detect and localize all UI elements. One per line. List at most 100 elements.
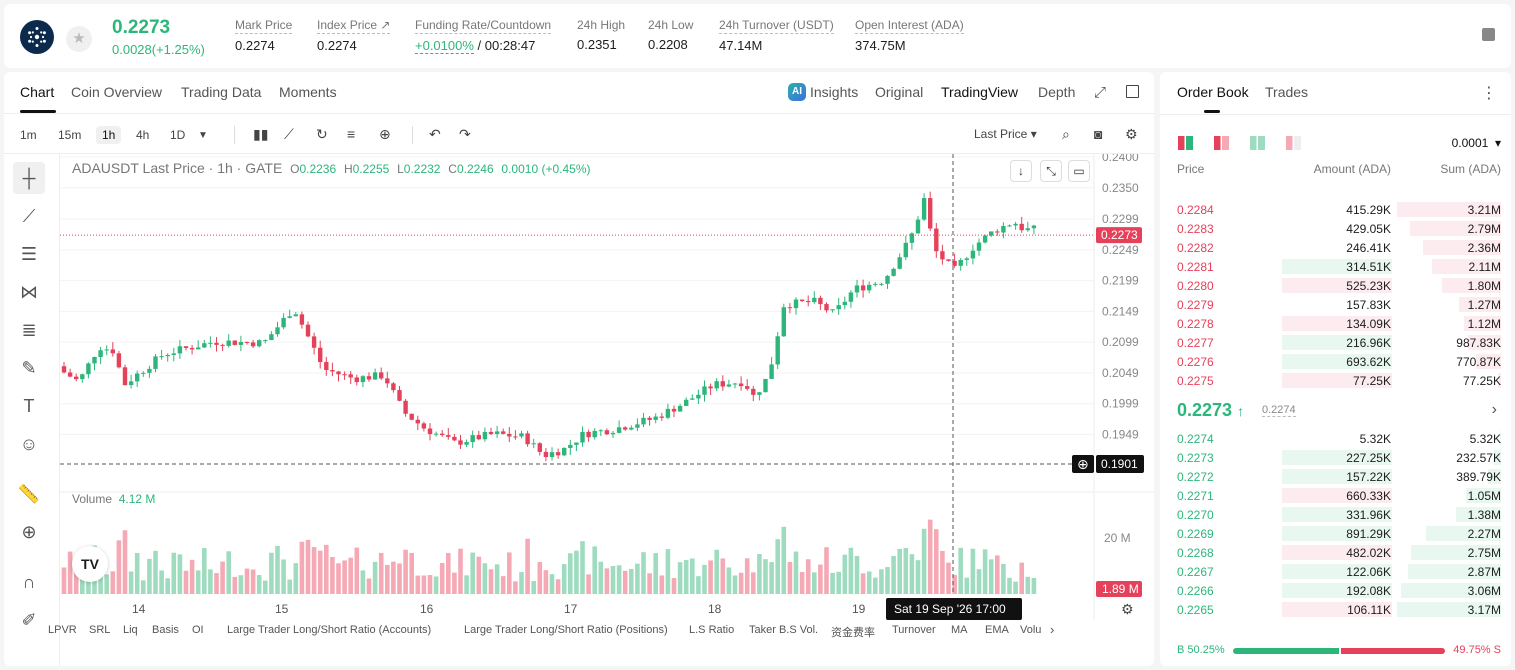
tab-trades[interactable]: Trades xyxy=(1265,84,1309,100)
view-both-icon[interactable] xyxy=(1178,136,1193,150)
trend-line-tool-icon[interactable]: ⟋ xyxy=(22,206,36,226)
indicators-icon[interactable]: ⟋ xyxy=(284,126,294,142)
funding-rate-value[interactable]: +0.0100% xyxy=(415,38,474,54)
ask-row[interactable]: 0.2282 246.41K 2.36M xyxy=(1160,238,1511,257)
tab-chart[interactable]: Chart xyxy=(20,84,55,100)
ask-row[interactable]: 0.2275 77.25K 77.25K xyxy=(1160,371,1511,390)
indicator-item[interactable]: Taker B.S Vol. xyxy=(749,624,819,636)
tab-moments[interactable]: Moments xyxy=(279,84,337,100)
emoji-tool-icon[interactable]: ☺ xyxy=(19,434,39,454)
indicator-item[interactable]: Large Trader Long/Short Ratio (Accounts) xyxy=(227,624,432,636)
arrow-down-icon[interactable]: ↓ xyxy=(1010,160,1032,182)
bid-row[interactable]: 0.2266 192.08K 3.06M xyxy=(1160,581,1511,600)
ruler-tool-icon[interactable]: 📏 xyxy=(17,484,41,504)
indicator-item[interactable]: L.S Ratio xyxy=(689,624,735,636)
bid-row[interactable]: 0.2274 5.32K 5.32K xyxy=(1160,429,1511,448)
bid-row[interactable]: 0.2273 227.25K 232.57K xyxy=(1160,448,1511,467)
book-icon[interactable] xyxy=(1482,28,1495,41)
bid-row[interactable]: 0.2265 106.11K 3.17M xyxy=(1160,600,1511,619)
view-asks-icon[interactable] xyxy=(1214,136,1229,150)
pattern-tool-icon[interactable]: ⋈ xyxy=(20,282,38,302)
indicator-item[interactable]: Liq xyxy=(123,624,138,636)
interval-dropdown-icon[interactable]: ▼ xyxy=(198,130,208,141)
candle-type-icon[interactable]: ▮▮ xyxy=(253,126,269,142)
fib-tool-icon[interactable]: ≣ xyxy=(21,320,37,340)
tab-order-book[interactable]: Order Book xyxy=(1177,84,1249,100)
indicator-item[interactable]: EMA xyxy=(985,624,1009,636)
indicator-item[interactable]: SRL xyxy=(89,624,111,636)
text-tool-icon[interactable]: T xyxy=(23,396,35,416)
bid-row[interactable]: 0.2270 331.96K 1.38M xyxy=(1160,505,1511,524)
replay-icon[interactable]: ↻ xyxy=(316,126,328,142)
indicator-item[interactable]: LPVR xyxy=(48,624,77,636)
interval-1h[interactable]: 1h xyxy=(96,126,122,144)
indicator-item[interactable]: Turnover xyxy=(892,624,936,636)
ai-insights-icon[interactable]: AI xyxy=(788,83,806,101)
window-icon[interactable] xyxy=(1126,85,1139,98)
ask-row[interactable]: 0.2277 216.96K 987.83K xyxy=(1160,333,1511,352)
stat-label[interactable]: Index Price ↗ xyxy=(317,18,391,34)
tab-depth[interactable]: Depth xyxy=(1038,84,1076,100)
interval-4h[interactable]: 4h xyxy=(136,128,150,142)
chart-area[interactable]: 0.2400 0.2350 0.2299 0.2249 0.2199 0.2149 0.20… xyxy=(60,154,1154,666)
stat-label[interactable]: 24h Turnover (USDT) xyxy=(719,18,834,34)
chevron-right-icon[interactable]: › xyxy=(1491,401,1497,418)
search-icon[interactable]: ⌕ xyxy=(1062,126,1070,142)
ask-row[interactable]: 0.2279 157.83K 1.27M xyxy=(1160,295,1511,314)
brush-tool-icon[interactable]: ✎ xyxy=(21,358,37,378)
more-options-icon[interactable]: ⋮ xyxy=(1481,85,1497,102)
tab-original[interactable]: Original xyxy=(875,84,924,100)
stat-label[interactable]: Funding Rate/Countdown xyxy=(415,18,552,34)
ask-row[interactable]: 0.2276 693.62K 770.87K xyxy=(1160,352,1511,371)
stat-label[interactable]: Mark Price xyxy=(235,18,293,34)
mid-price[interactable]: 0.2273 ↑ xyxy=(1177,400,1244,421)
indicator-item[interactable]: 资金费率 xyxy=(831,627,875,639)
ask-row[interactable]: 0.2278 134.09K 1.12M xyxy=(1160,314,1511,333)
indicator-item[interactable]: OI xyxy=(192,624,204,636)
stat-label[interactable]: Open Interest (ADA) xyxy=(855,18,964,34)
ask-row[interactable]: 0.2281 314.51K 2.11M xyxy=(1160,257,1511,276)
tab-trading-data[interactable]: Trading Data xyxy=(181,84,262,100)
bid-row[interactable]: 0.2272 157.22K 389.79K xyxy=(1160,467,1511,486)
interval-1d[interactable]: 1D xyxy=(170,128,186,142)
candlestick-chart[interactable]: 0.2400 0.2350 0.2299 0.2249 0.2199 0.2149 0.20… xyxy=(60,154,1154,620)
lock-drawing-icon[interactable]: ✐ xyxy=(21,610,37,630)
undo-icon[interactable]: ↶ xyxy=(429,126,441,142)
view-compact-icon[interactable] xyxy=(1286,136,1301,150)
parallel-channel-tool-icon[interactable]: ☰ xyxy=(20,244,38,264)
bid-row[interactable]: 0.2271 660.33K 1.05M xyxy=(1160,486,1511,505)
templates-icon[interactable]: ≡ xyxy=(347,126,356,142)
indicator-item[interactable]: Basis xyxy=(152,624,179,636)
indicator-item[interactable]: Large Trader Long/Short Ratio (Positions… xyxy=(464,624,668,636)
indicator-item[interactable]: Volu xyxy=(1020,624,1042,636)
interval-1m[interactable]: 1m xyxy=(20,128,37,142)
redo-icon[interactable]: ↷ xyxy=(459,126,471,142)
tab-tradingview[interactable]: TradingView xyxy=(941,84,1019,100)
price-type-select[interactable]: Last Price ▾ xyxy=(974,127,1037,141)
expand-icon[interactable]: ⤢ xyxy=(1094,84,1107,101)
camera-icon[interactable]: ◙ xyxy=(1094,126,1103,142)
tab-coin-overview[interactable]: Coin Overview xyxy=(71,84,163,100)
ask-row[interactable]: 0.2283 429.05K 2.79M xyxy=(1160,219,1511,238)
zoom-in-tool-icon[interactable]: ⊕ xyxy=(21,522,37,542)
interval-15m[interactable]: 15m xyxy=(58,128,82,142)
magnet-tool-icon[interactable]: ∩ xyxy=(22,572,36,592)
favorite-star-icon[interactable]: ★ xyxy=(66,26,92,52)
ask-row[interactable]: 0.2284 415.29K 3.21M xyxy=(1160,200,1511,219)
indicator-item[interactable]: MA xyxy=(951,624,968,636)
gear-icon[interactable]: ⚙ xyxy=(1125,126,1138,142)
add-indicator-icon[interactable]: ⊕ xyxy=(379,126,391,142)
bid-row[interactable]: 0.2268 482.02K 2.75M xyxy=(1160,543,1511,562)
bid-row[interactable]: 0.2269 891.29K 2.27M xyxy=(1160,524,1511,543)
maximize-icon[interactable]: ▭ xyxy=(1068,160,1090,182)
precision-select[interactable]: 0.0001 ▾ xyxy=(1451,136,1501,150)
collapse-icon[interactable]: ⤡ xyxy=(1040,160,1062,182)
chevron-right-icon[interactable]: › xyxy=(1050,622,1055,637)
view-bids-icon[interactable] xyxy=(1250,136,1265,150)
ask-row[interactable]: 0.2280 525.23K 1.80M xyxy=(1160,276,1511,295)
crosshair-tool-icon[interactable]: ┼ xyxy=(13,162,45,194)
candle-body xyxy=(867,284,872,291)
bid-row[interactable]: 0.2267 122.06K 2.87M xyxy=(1160,562,1511,581)
tab-insights[interactable]: Insights xyxy=(810,84,859,100)
tradingview-logo-icon[interactable]: TV xyxy=(72,546,108,582)
